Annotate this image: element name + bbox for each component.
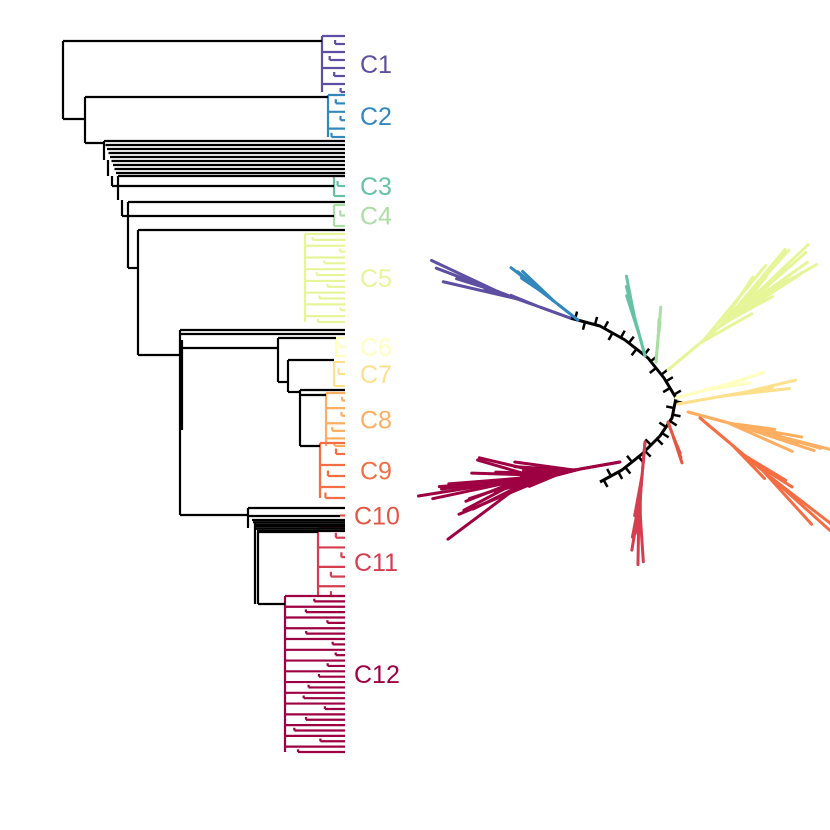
radial-backbone	[569, 311, 684, 488]
cluster-label-c9: C9	[360, 458, 392, 486]
cluster-label-c1: C1	[360, 51, 392, 79]
dendro-cluster-c12	[283, 594, 345, 754]
cluster-label-c10: C10	[354, 503, 400, 531]
radial-cluster-c12	[416, 456, 622, 541]
radial-cluster-c10	[666, 420, 684, 465]
radial-cluster-c7	[676, 378, 798, 406]
radial-cluster-c6	[674, 370, 766, 400]
dendro-cluster-c1	[320, 34, 345, 94]
dendro-cluster-c7	[332, 360, 345, 388]
cluster-label-c7: C7	[360, 361, 392, 389]
dendro-backbone	[61, 39, 345, 606]
dendro-cluster-c5	[303, 232, 345, 324]
radial-cluster-c9	[698, 416, 830, 533]
radial-cluster-c8	[686, 410, 830, 453]
dendro-cluster-c9	[318, 441, 345, 500]
cluster-label-c8: C8	[360, 407, 392, 435]
radial-cluster-c3	[624, 274, 647, 358]
dendro-cluster-c6	[334, 336, 345, 358]
radial-cluster-c1	[430, 258, 572, 320]
cluster-label-c11: C11	[354, 549, 398, 577]
cluster-label-c12: C12	[354, 661, 400, 689]
cluster-label-c5: C5	[360, 265, 392, 293]
cluster-label-c4: C4	[360, 203, 392, 231]
cluster-label-c3: C3	[360, 173, 392, 201]
radial-cluster-c5	[666, 243, 819, 372]
radial-cluster-c11	[630, 440, 647, 567]
dendro-cluster-c8	[324, 391, 345, 448]
cluster-label-c2: C2	[360, 103, 392, 131]
cluster-label-c6: C6	[360, 334, 392, 362]
radial-cluster-c2	[509, 266, 580, 322]
dendro-cluster-c2	[326, 93, 345, 139]
radial-cluster-c4	[654, 305, 663, 364]
